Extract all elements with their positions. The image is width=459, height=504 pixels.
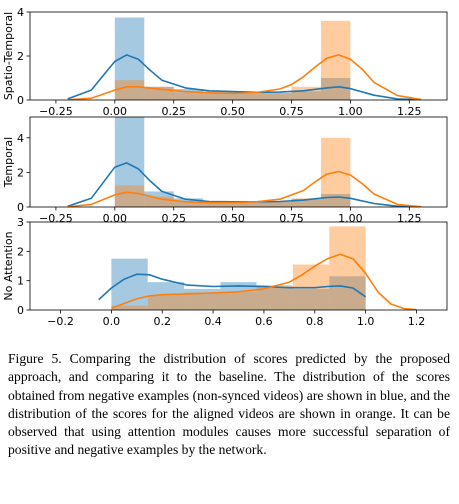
subplot-no-attention: −0.2 0.0 0.2 0.4 0.6 0.8 1.0 1.2 0 1 2 3No Attentio… <box>2 216 447 328</box>
histogram-bar-orange <box>220 292 256 310</box>
x-tick-label: 0.00 <box>103 105 128 118</box>
histogram-bar-orange <box>262 93 291 100</box>
histogram-bar-orange <box>233 94 262 100</box>
y-tick-label: 2 <box>17 166 24 179</box>
x-tick-label: 0.50 <box>220 212 245 225</box>
y-tick-label: 3 <box>17 216 24 229</box>
x-tick-label: 0.8 <box>306 315 324 328</box>
x-tick-label: 0.50 <box>220 105 245 118</box>
x-tick-label: −0.2 <box>47 315 74 328</box>
x-tick-label: 0.0 <box>103 315 121 328</box>
axes-frame <box>30 117 447 207</box>
y-tick-label: 2 <box>17 50 24 63</box>
x-tick-label: 0.2 <box>153 315 171 328</box>
subplot-spatio-temporal: −0.25 0.00 0.25 0.50 0.75 1.00 1.25 0 2 4Spatio-T… <box>2 6 447 118</box>
x-tick-label: 1.2 <box>408 315 426 328</box>
y-axis-label: Temporal <box>2 137 15 188</box>
figure-caption: Figure 5. Comparing the distribution of … <box>8 350 450 460</box>
y-axis-label: No Attention <box>2 231 15 300</box>
x-tick-label: 0.4 <box>204 315 222 328</box>
y-tick-label: 0 <box>17 94 24 107</box>
y-tick-label: 1 <box>17 275 24 288</box>
x-tick-label: 0.25 <box>161 105 186 118</box>
x-tick-label: 0.25 <box>161 212 186 225</box>
histogram-bar-orange <box>203 93 232 100</box>
x-tick-label: 0.00 <box>103 212 128 225</box>
figure-distribution-plots: −0.25 0.00 0.25 0.50 0.75 1.00 1.25024Spatio-T… <box>0 0 459 350</box>
x-tick-label: 0.6 <box>255 315 273 328</box>
x-tick-label: 0.75 <box>279 212 304 225</box>
histogram-bar-orange <box>262 202 291 207</box>
x-tick-label: 1.25 <box>397 105 422 118</box>
x-tick-label: −0.25 <box>39 105 73 118</box>
y-axis-label: Spatio-Temporal <box>2 12 15 100</box>
y-tick-label: 4 <box>17 132 24 145</box>
y-tick-label: 0 <box>17 201 24 214</box>
x-tick-label: 1.00 <box>338 105 363 118</box>
y-tick-label: 2 <box>17 245 24 258</box>
histogram-bar-orange <box>115 80 144 100</box>
histogram-bar-orange <box>174 92 203 100</box>
y-tick-label: 0 <box>17 304 24 317</box>
y-tick-label: 4 <box>17 6 24 19</box>
x-tick-label: 1.25 <box>397 212 422 225</box>
histogram-bar-orange <box>115 185 144 207</box>
axes-frame <box>30 12 447 100</box>
x-tick-label: 0.75 <box>279 105 304 118</box>
x-tick-label: 1.00 <box>338 212 363 225</box>
x-tick-label: 1.0 <box>357 315 375 328</box>
histogram-bar-orange <box>184 292 220 310</box>
histogram-bar-orange <box>148 295 184 310</box>
x-tick-label: −0.25 <box>39 212 73 225</box>
